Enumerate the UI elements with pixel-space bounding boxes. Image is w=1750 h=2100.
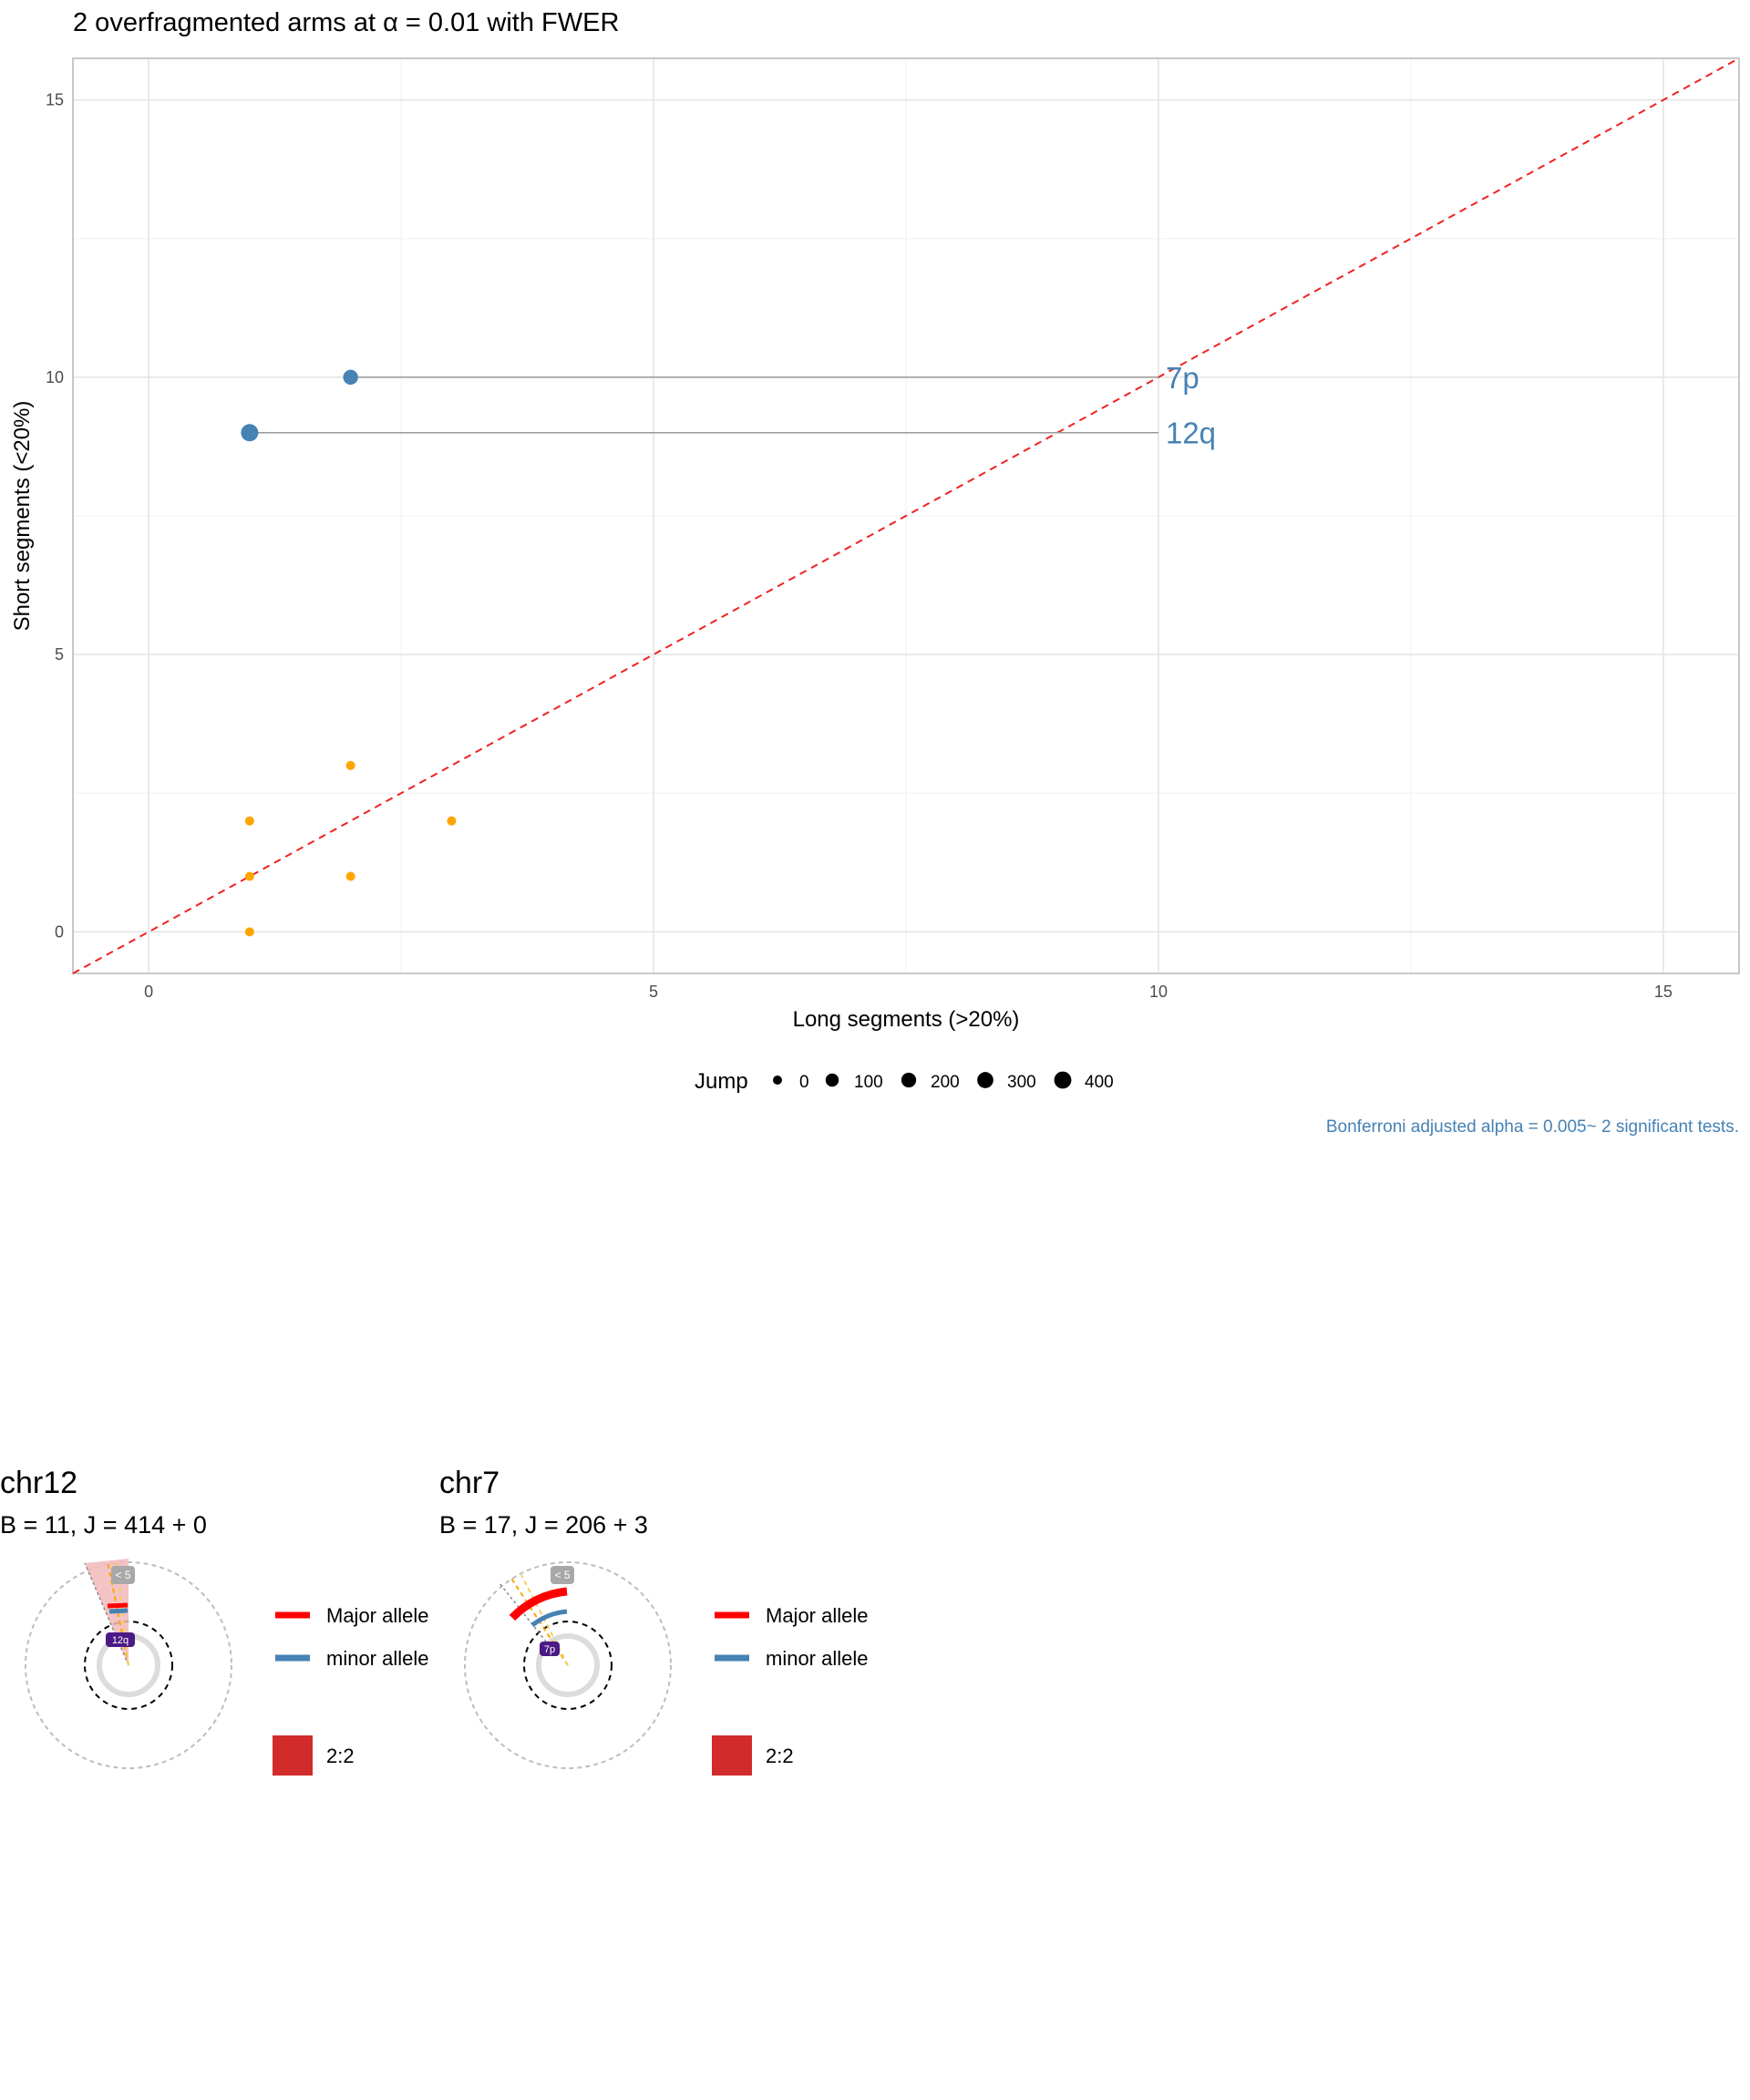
y-tick-label: 15 bbox=[46, 91, 64, 109]
scatter-chart: 2 overfragmented arms at α = 0.01 with F… bbox=[10, 8, 1740, 1137]
center-ring bbox=[536, 1633, 600, 1697]
karyotype-legend-label: 2:2 bbox=[766, 1745, 794, 1767]
wedge-edge bbox=[499, 1582, 551, 1647]
legend-label: 100 bbox=[854, 1073, 883, 1092]
chart-title: 2 overfragmented arms at α = 0.01 with F… bbox=[73, 8, 619, 37]
data-points bbox=[241, 369, 457, 937]
legend-key bbox=[773, 1076, 782, 1085]
major-legend-label: Major allele bbox=[326, 1604, 429, 1627]
legend-label: 0 bbox=[799, 1073, 809, 1092]
jump-legend: Jump 0 100 200 300 400 bbox=[695, 1069, 1114, 1094]
diagonal-line bbox=[72, 57, 1740, 974]
badge-outer-label: < 5 bbox=[115, 1569, 130, 1581]
scatter-point bbox=[244, 871, 254, 881]
label-connectors bbox=[249, 376, 1158, 434]
badge-inner-label: 12q bbox=[112, 1635, 129, 1646]
karyotype-legend-key bbox=[273, 1735, 313, 1776]
y-axis-label: Short segments (<20%) bbox=[10, 401, 35, 632]
axis-ticks: 0 5 10 15 0 5 10 15 bbox=[46, 91, 1673, 1001]
scatter-point bbox=[244, 927, 254, 937]
chr7-title: chr7 bbox=[439, 1466, 499, 1500]
x-axis-label: Long segments (>20%) bbox=[793, 1007, 1020, 1032]
legend-key bbox=[977, 1072, 993, 1088]
badge-inner-label: 7p bbox=[544, 1644, 555, 1655]
badge-outer bbox=[111, 1566, 135, 1584]
yellow-marker-line bbox=[520, 1574, 569, 1666]
karyotype-legend-label: 2:2 bbox=[326, 1745, 355, 1767]
x-tick-label: 10 bbox=[1149, 983, 1168, 1001]
arm-label: 12q bbox=[1166, 417, 1216, 450]
legend-label: 300 bbox=[1007, 1073, 1036, 1092]
legend-key bbox=[1054, 1071, 1072, 1089]
major-legend-label: Major allele bbox=[766, 1604, 869, 1627]
chr12-panel: chr12 B = 11, J = 414 + 0 < 5 12q Major … bbox=[0, 1466, 429, 1776]
arm-label: 7p bbox=[1166, 361, 1199, 395]
scatter-point bbox=[244, 816, 254, 826]
significant-point bbox=[241, 424, 259, 442]
chr7-panel: chr7 B = 17, J = 206 + 3 < 5 7p Major al… bbox=[439, 1466, 869, 1776]
x-tick-label: 5 bbox=[649, 983, 658, 1001]
significant-point bbox=[343, 369, 358, 386]
major-allele-arc bbox=[509, 1587, 568, 1621]
badge-inner bbox=[106, 1632, 135, 1647]
major-allele-arc bbox=[107, 1602, 129, 1609]
panel-border bbox=[72, 57, 1740, 974]
legend-label: 400 bbox=[1085, 1073, 1114, 1092]
minor-legend-label: minor allele bbox=[326, 1647, 429, 1670]
y-tick-label: 10 bbox=[46, 368, 64, 386]
outer-ring bbox=[464, 1561, 672, 1769]
x-tick-label: 15 bbox=[1654, 983, 1673, 1001]
legend-title: Jump bbox=[695, 1069, 748, 1094]
scatter-point bbox=[345, 760, 355, 770]
chr7-subtitle: B = 17, J = 206 + 3 bbox=[439, 1511, 648, 1539]
scatter-point bbox=[447, 816, 457, 826]
chr12-title: chr12 bbox=[0, 1466, 77, 1500]
diagonal-reference bbox=[72, 57, 1740, 974]
caption: Bonferroni adjusted alpha = 0.005~ 2 sig… bbox=[1326, 1117, 1739, 1137]
minor-legend-label: minor allele bbox=[766, 1647, 869, 1670]
karyotype-legend-key bbox=[712, 1735, 752, 1776]
legend-key bbox=[825, 1073, 839, 1087]
wedge-edge bbox=[84, 1562, 129, 1666]
badge-inner bbox=[540, 1642, 560, 1656]
chr12-subtitle: B = 11, J = 414 + 0 bbox=[0, 1511, 207, 1539]
minor-allele-arc bbox=[530, 1609, 568, 1628]
y-tick-label: 5 bbox=[55, 645, 64, 664]
point-labels: 7p 12q bbox=[1166, 361, 1216, 450]
y-tick-label: 0 bbox=[55, 922, 64, 941]
scatter-point bbox=[345, 871, 355, 881]
badge-outer bbox=[551, 1566, 574, 1584]
badge-outer-label: < 5 bbox=[554, 1569, 570, 1581]
inner-ring bbox=[523, 1621, 612, 1710]
x-tick-label: 0 bbox=[144, 983, 153, 1001]
legend-label: 200 bbox=[931, 1073, 960, 1092]
legend-key bbox=[901, 1072, 917, 1088]
